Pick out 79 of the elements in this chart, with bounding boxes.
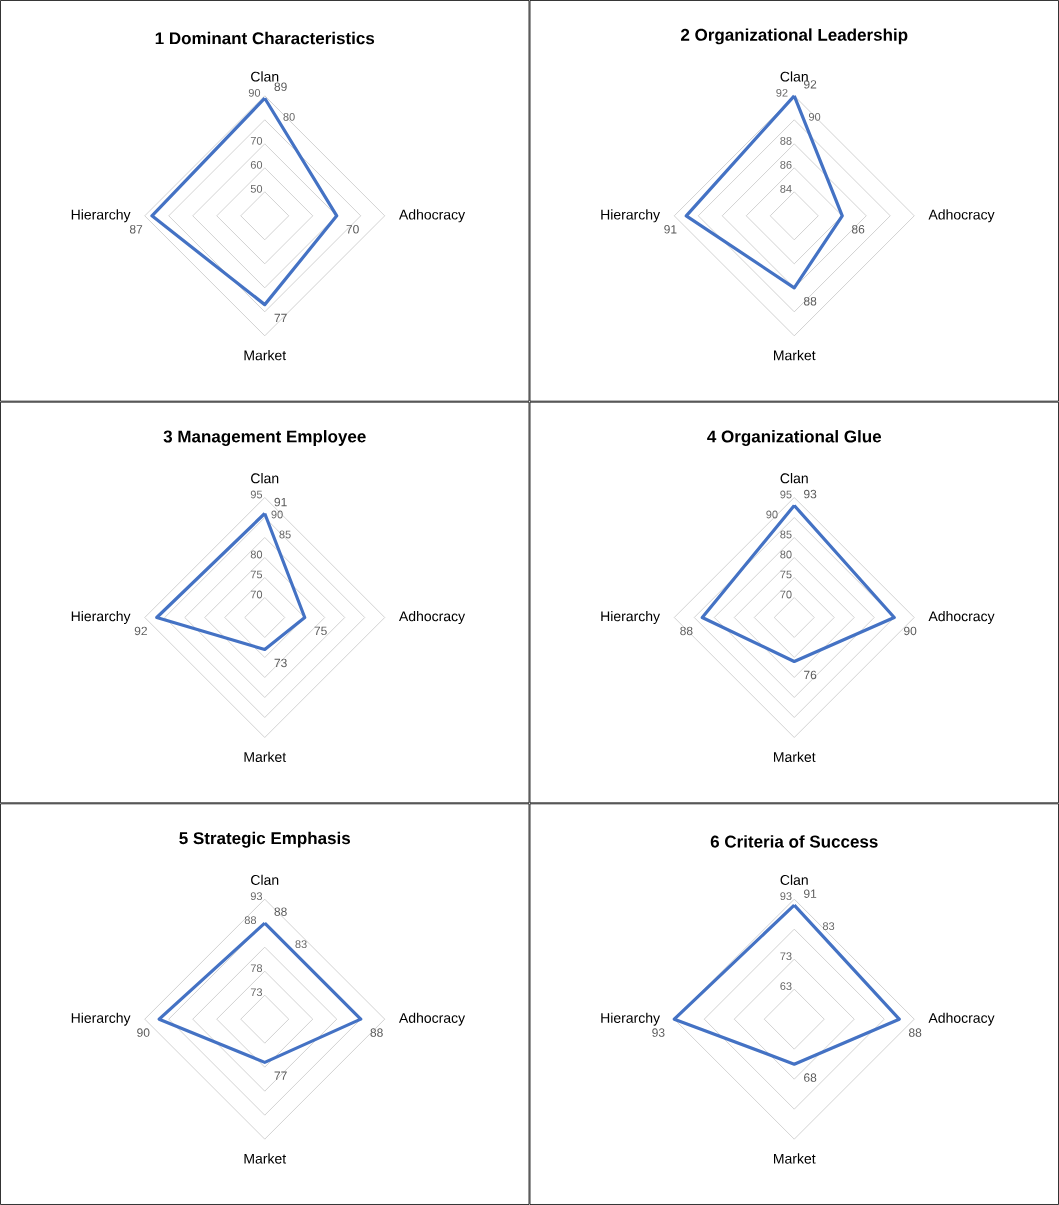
y-tick-label: 75 (250, 570, 263, 579)
data-label: 88 (370, 1028, 383, 1037)
y-tick-label: 75 (780, 570, 792, 579)
spoke-label: Market (774, 751, 816, 762)
data-label: 92 (804, 80, 817, 89)
data-label: 75 (314, 626, 327, 636)
y-tick-label: 85 (780, 530, 792, 539)
y-tick-label: 90 (248, 88, 261, 97)
y-tick-label: 84 (780, 184, 792, 193)
y-tick-label: 93 (780, 892, 792, 901)
spoke-label: Clan (780, 473, 808, 484)
data-label: 87 (129, 225, 143, 234)
y-tick-label: 95 (250, 490, 263, 499)
y-tick-label: 80 (250, 550, 263, 559)
spoke-label: Adhocracy (398, 209, 466, 223)
data-label: 91 (664, 225, 677, 234)
spoke-label: Clan (251, 473, 279, 484)
y-tick-label: 83 (295, 940, 307, 949)
spoke-label: Hierarchy (601, 610, 661, 625)
spoke-label: Hierarchy (601, 1012, 661, 1026)
spoke-label: Market (244, 1153, 287, 1164)
data-label: 93 (804, 489, 817, 499)
spoke-label: Clan (251, 71, 279, 82)
chart-title: 3 Management Employee (163, 430, 366, 446)
data-label: 77 (274, 313, 287, 323)
spoke-label: Adhocracy (398, 1012, 466, 1026)
data-label: 92 (134, 626, 147, 636)
data-label: 70 (346, 225, 359, 234)
data-label: 91 (804, 889, 817, 898)
y-tick-label: 73 (250, 988, 263, 997)
spoke-label: Adhocracy (928, 209, 995, 223)
data-label: 89 (274, 82, 287, 92)
y-tick-label: 73 (780, 952, 792, 961)
chart-title: 5 Strategic Emphasis (179, 831, 351, 848)
spoke-label: Market (774, 1153, 816, 1164)
data-label: 68 (804, 1073, 817, 1082)
spoke-label: Adhocracy (928, 610, 995, 625)
y-tick-label: 80 (283, 112, 295, 121)
y-tick-label: 70 (250, 136, 263, 145)
data-label: 93 (652, 1028, 665, 1037)
spoke-label: Clan (780, 874, 808, 885)
y-tick-label: 86 (780, 160, 792, 169)
y-tick-label: 80 (780, 550, 792, 559)
data-label: 88 (680, 626, 693, 636)
data-label: 77 (274, 1071, 287, 1080)
data-label: 86 (851, 225, 865, 234)
spoke-label: Market (244, 350, 287, 361)
y-tick-label: 70 (780, 590, 792, 599)
spoke-label: Hierarchy (71, 610, 131, 625)
y-tick-label: 60 (250, 160, 263, 169)
y-tick-label: 92 (776, 88, 788, 97)
y-tick-label: 93 (250, 892, 263, 901)
chart-title: 4 Organizational Glue (707, 430, 882, 446)
data-label: 90 (904, 626, 917, 636)
chart-title: 2 Organizational Leadership (681, 28, 908, 45)
data-label: 88 (908, 1028, 922, 1037)
spoke-label: Market (774, 350, 816, 361)
data-label: 90 (137, 1028, 150, 1037)
data-label: 76 (804, 670, 817, 680)
y-tick-label: 88 (780, 136, 792, 145)
data-label: 91 (274, 497, 287, 507)
y-tick-label: 50 (250, 184, 263, 193)
y-tick-label: 85 (279, 530, 291, 539)
spoke-label: Adhocracy (398, 610, 466, 625)
spoke-label: Adhocracy (928, 1012, 995, 1026)
spoke-label: Hierarchy (71, 1012, 131, 1026)
y-tick-label: 78 (250, 964, 263, 973)
spoke-label: Clan (780, 71, 808, 82)
data-label: 88 (803, 297, 817, 306)
spoke-label: Hierarchy (601, 209, 661, 223)
y-tick-label: 70 (250, 590, 263, 599)
y-tick-label: 83 (822, 922, 835, 931)
spoke-label: Clan (251, 874, 279, 885)
y-tick-label: 63 (780, 982, 792, 991)
chart-title: 6 Criteria of Success (710, 835, 878, 848)
y-tick-label: 95 (780, 490, 792, 499)
chart-title: 1 Dominant Characteristics (155, 31, 375, 45)
spoke-label: Market (244, 751, 287, 762)
spoke-label: Hierarchy (71, 209, 131, 223)
